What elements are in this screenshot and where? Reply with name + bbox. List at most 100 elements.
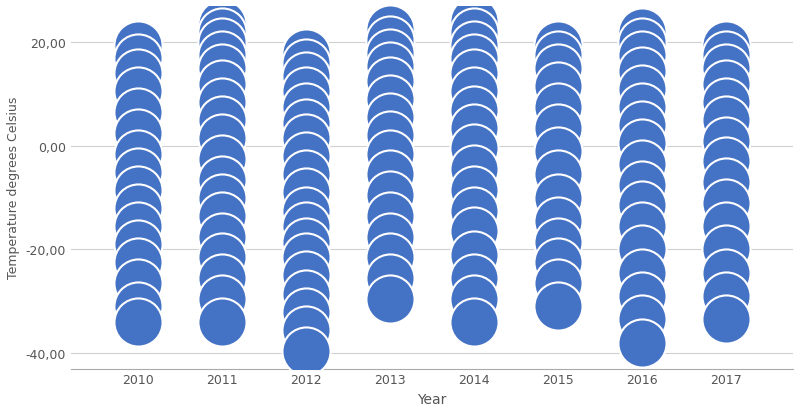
- Point: [299, 190, 312, 196]
- Point: [131, 71, 144, 77]
- Point: [635, 40, 648, 46]
- Point: [551, 239, 564, 245]
- Point: [635, 270, 648, 276]
- Point: [467, 275, 480, 282]
- Point: [215, 177, 228, 183]
- Point: [131, 319, 144, 325]
- Point: [635, 223, 648, 230]
- Point: [215, 296, 228, 302]
- Point: [551, 172, 564, 178]
- Point: [299, 50, 312, 57]
- Point: [131, 259, 144, 266]
- Point: [215, 99, 228, 106]
- Point: [131, 109, 144, 116]
- Point: [467, 29, 480, 36]
- Point: [719, 293, 732, 300]
- Point: [719, 179, 732, 186]
- Point: [299, 347, 312, 354]
- Point: [383, 133, 396, 140]
- Point: [383, 213, 396, 220]
- Point: [299, 273, 312, 279]
- Point: [719, 316, 732, 323]
- Point: [131, 89, 144, 95]
- Point: [131, 43, 144, 49]
- Point: [215, 195, 228, 202]
- X-axis label: Year: Year: [418, 392, 446, 406]
- Point: [719, 200, 732, 206]
- Point: [551, 104, 564, 111]
- Point: [719, 223, 732, 230]
- Point: [383, 275, 396, 282]
- Point: [215, 319, 228, 325]
- Point: [551, 195, 564, 202]
- Point: [719, 43, 732, 49]
- Point: [635, 123, 648, 129]
- Point: [383, 151, 396, 157]
- Point: [383, 234, 396, 240]
- Point: [635, 29, 648, 36]
- Point: [551, 66, 564, 72]
- Point: [383, 63, 396, 70]
- Point: [215, 254, 228, 261]
- Point: [383, 115, 396, 121]
- Point: [719, 66, 732, 72]
- Point: [467, 71, 480, 77]
- Point: [467, 166, 480, 173]
- Point: [467, 43, 480, 49]
- Point: [383, 254, 396, 261]
- Point: [383, 78, 396, 85]
- Point: [131, 130, 144, 137]
- Point: [551, 148, 564, 155]
- Point: [719, 99, 732, 106]
- Point: [131, 280, 144, 287]
- Point: [383, 192, 396, 199]
- Point: [467, 208, 480, 214]
- Point: [719, 270, 732, 276]
- Point: [719, 117, 732, 124]
- Point: [551, 84, 564, 90]
- Point: [299, 89, 312, 95]
- Point: [719, 53, 732, 59]
- Point: [467, 107, 480, 114]
- Point: [215, 275, 228, 282]
- Point: [215, 156, 228, 163]
- Point: [383, 296, 396, 302]
- Point: [551, 43, 564, 49]
- Point: [131, 241, 144, 248]
- Point: [551, 218, 564, 225]
- Point: [131, 55, 144, 62]
- Point: [635, 316, 648, 323]
- Point: [635, 104, 648, 111]
- Point: [467, 89, 480, 95]
- Point: [467, 252, 480, 259]
- Point: [467, 19, 480, 26]
- Point: [551, 280, 564, 287]
- Point: [551, 259, 564, 266]
- Point: [383, 172, 396, 178]
- Point: [299, 120, 312, 126]
- Point: [719, 247, 732, 253]
- Point: [215, 66, 228, 72]
- Point: [131, 169, 144, 176]
- Point: [299, 290, 312, 297]
- Point: [299, 60, 312, 67]
- Point: [131, 205, 144, 212]
- Point: [467, 146, 480, 152]
- Point: [635, 86, 648, 93]
- Point: [299, 309, 312, 315]
- Point: [299, 74, 312, 80]
- Point: [719, 81, 732, 88]
- Point: [299, 254, 312, 261]
- Point: [215, 213, 228, 220]
- Point: [299, 208, 312, 214]
- Point: [467, 125, 480, 132]
- Point: [215, 117, 228, 124]
- Point: [131, 151, 144, 157]
- Point: [215, 22, 228, 28]
- Point: [635, 203, 648, 209]
- Point: [215, 135, 228, 142]
- Point: [635, 140, 648, 147]
- Point: [383, 50, 396, 57]
- Point: [635, 339, 648, 346]
- Point: [719, 138, 732, 145]
